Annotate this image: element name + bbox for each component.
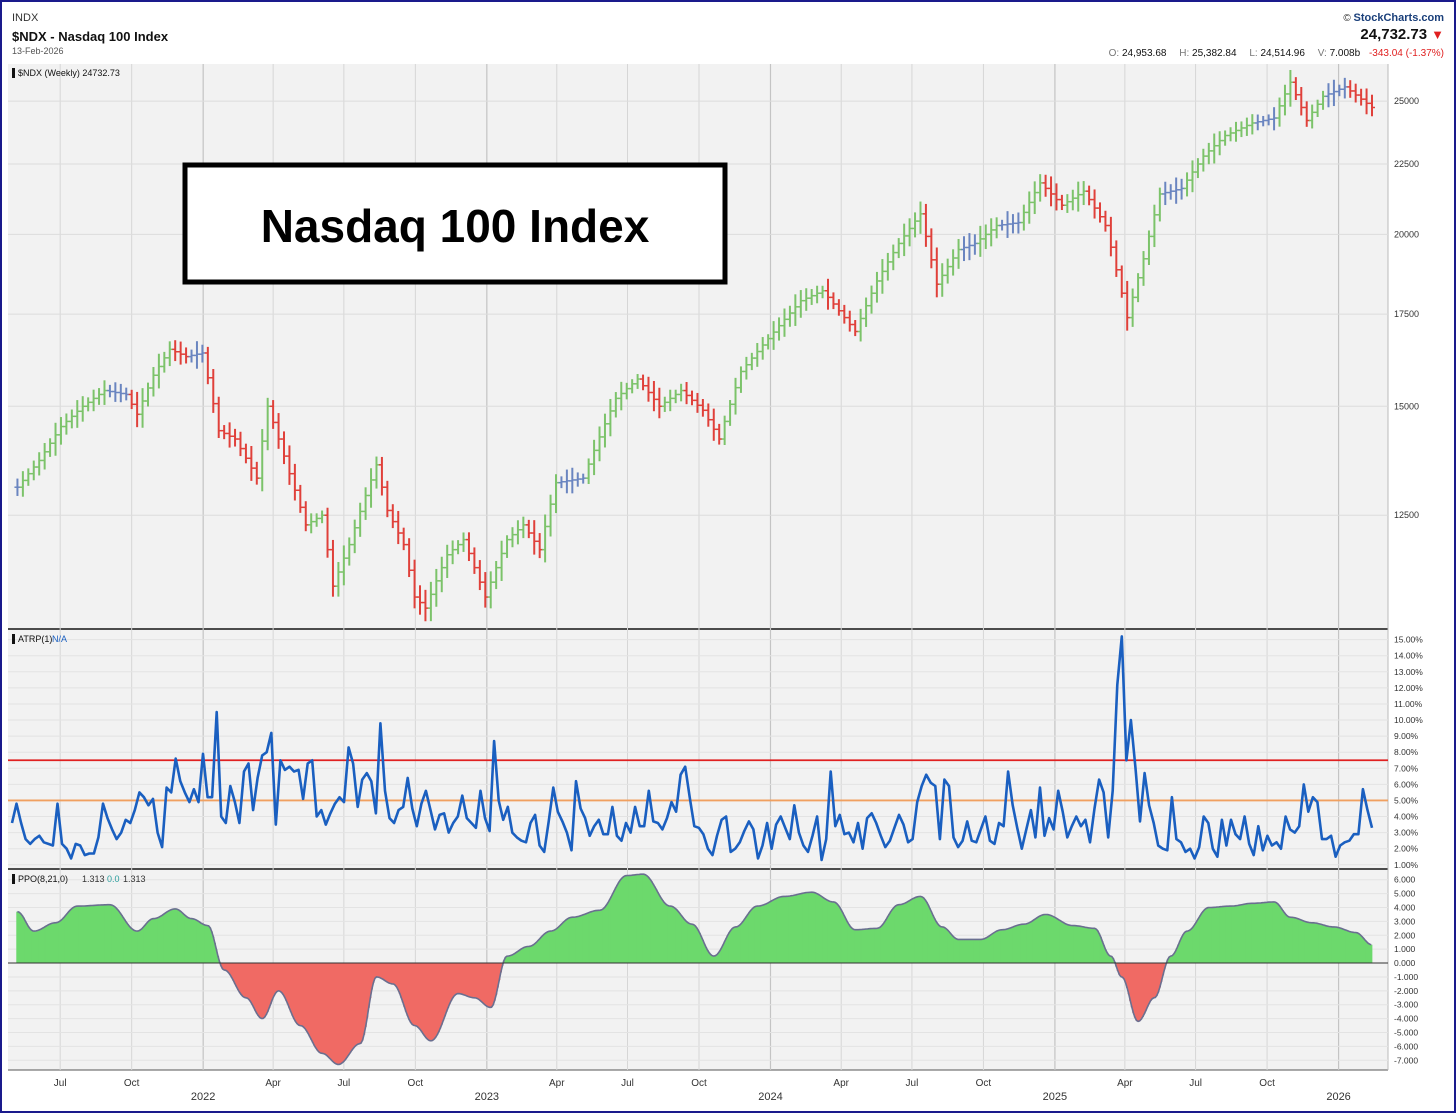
x-tick-label-month: Jul [337,1078,350,1089]
x-tick-label-month: Apr [1117,1078,1133,1089]
annotation-box [182,162,728,285]
atrp-tick-label: 11.00% [1394,699,1423,709]
panel-label-marker [12,68,15,78]
price-tick-label: 17500 [1394,309,1419,319]
change-value: -343.04 (-1.37%) [1368,48,1444,59]
price-panel-label: $NDX (Weekly) 24732.73 [18,68,120,78]
ppo-tick-label: 1.000 [1394,944,1416,954]
ppo-tick-label: 4.000 [1394,903,1416,913]
price-tick-label: 25000 [1394,96,1419,106]
x-tick-label-month: Oct [691,1078,707,1089]
symbol-code: INDX [12,12,39,24]
high-value: 25,382.84 [1192,48,1237,59]
x-tick-label-month: Jul [906,1078,919,1089]
atrp-tick-label: 12.00% [1394,683,1423,693]
last-price-value: 24,732.73 [1360,26,1428,43]
volume-value: 7.008b [1329,48,1361,59]
ppo-tick-label: 2.000 [1394,930,1416,940]
panel-background [8,870,1388,1070]
ohlc-readout: O: 24,953.68 H: 25,382.84 L: 24,514.96 V… [1099,48,1444,59]
annotation-text: Nasdaq 100 Index [261,200,650,252]
panel-label-marker [12,634,15,644]
copyright[interactable]: © StockCharts.com [1343,12,1444,24]
atrp-tick-label: 5.00% [1394,795,1419,805]
ppo-tick-label: -2.000 [1394,986,1418,996]
ppo-tick-label: 5.000 [1394,889,1416,899]
x-tick-label-month: Oct [408,1078,424,1089]
low-value: 24,514.96 [1260,48,1305,59]
ppo-tick-label: 6.000 [1394,875,1416,885]
x-tick-label-month: Jul [54,1078,67,1089]
price-tick-label: 15000 [1394,401,1419,411]
atrp-tick-label: 4.00% [1394,812,1419,822]
ppo-tick-label: -4.000 [1394,1014,1418,1024]
atrp-tick-label: 15.00% [1394,635,1423,645]
copyright-symbol: © [1343,13,1351,24]
x-tick-label-month: Apr [265,1078,281,1089]
x-tick-label-year: 2024 [758,1091,782,1103]
x-tick-label-month: Jul [1189,1078,1202,1089]
ppo-value-1: 1.313 [82,874,105,884]
x-tick-label-month: Apr [549,1078,565,1089]
ppo-tick-label: -3.000 [1394,1000,1418,1010]
panel-label-marker [12,874,15,884]
low-label: L: [1249,48,1258,59]
atrp-tick-label: 10.00% [1394,715,1423,725]
chart-title: $NDX - Nasdaq 100 Index [12,29,169,44]
atrp-tick-label: 8.00% [1394,747,1419,757]
ppo-tick-label: -5.000 [1394,1028,1418,1038]
x-tick-label-month: Apr [833,1078,849,1089]
ppo-tick-label: 0.000 [1394,958,1416,968]
volume-label: V: [1317,48,1327,59]
atrp-tick-label: 14.00% [1394,651,1423,661]
atrp-tick-label: 7.00% [1394,763,1419,773]
x-tick-label-year: 2026 [1326,1091,1350,1103]
x-tick-label-month: Jul [621,1078,634,1089]
last-price: 24,732.73 ▼ [1360,26,1444,43]
x-tick-label-year: 2023 [475,1091,499,1103]
atrp-tick-label: 9.00% [1394,731,1419,741]
ppo-tick-label: 3.000 [1394,916,1416,926]
ppo-tick-label: -6.000 [1394,1041,1418,1051]
price-tick-label: 22500 [1394,159,1419,169]
atrp-tick-label: 1.00% [1394,860,1419,870]
open-label: O: [1108,48,1120,59]
chart-date: 13-Feb-2026 [12,46,64,56]
atrp-tick-label: 13.00% [1394,667,1423,677]
down-arrow-icon: ▼ [1431,27,1444,42]
atrp-series-line [10,635,1374,862]
atrp-tick-label: 6.00% [1394,779,1419,789]
ppo-panel-label: PPO(8,21,0) [18,874,68,884]
open-value: 24,953.68 [1121,48,1167,59]
x-tick-label-month: Oct [976,1078,992,1089]
panel-background [8,64,1388,628]
atrp-panel-value: N/A [52,634,67,644]
x-tick-label-year: 2022 [191,1091,215,1103]
x-tick-label-month: Oct [124,1078,140,1089]
price-tick-label: 20000 [1394,229,1419,239]
ppo-tick-label: -1.000 [1394,972,1418,982]
brand-logo[interactable]: StockCharts.com [1353,12,1444,24]
ppo-tick-label: -7.000 [1394,1055,1418,1065]
atrp-tick-label: 2.00% [1394,844,1419,854]
x-tick-label-year: 2025 [1043,1091,1067,1103]
atrp-panel-label: ATRP(1) [18,634,52,644]
ppo-value-3: 1.313 [123,874,146,884]
price-tick-label: 12500 [1394,510,1419,520]
ppo-value-2: 0.0 [107,874,120,884]
high-label: H: [1179,48,1190,59]
ppo-outline [17,873,1372,1066]
atrp-tick-label: 3.00% [1394,828,1419,838]
x-tick-label-month: Oct [1259,1078,1275,1089]
